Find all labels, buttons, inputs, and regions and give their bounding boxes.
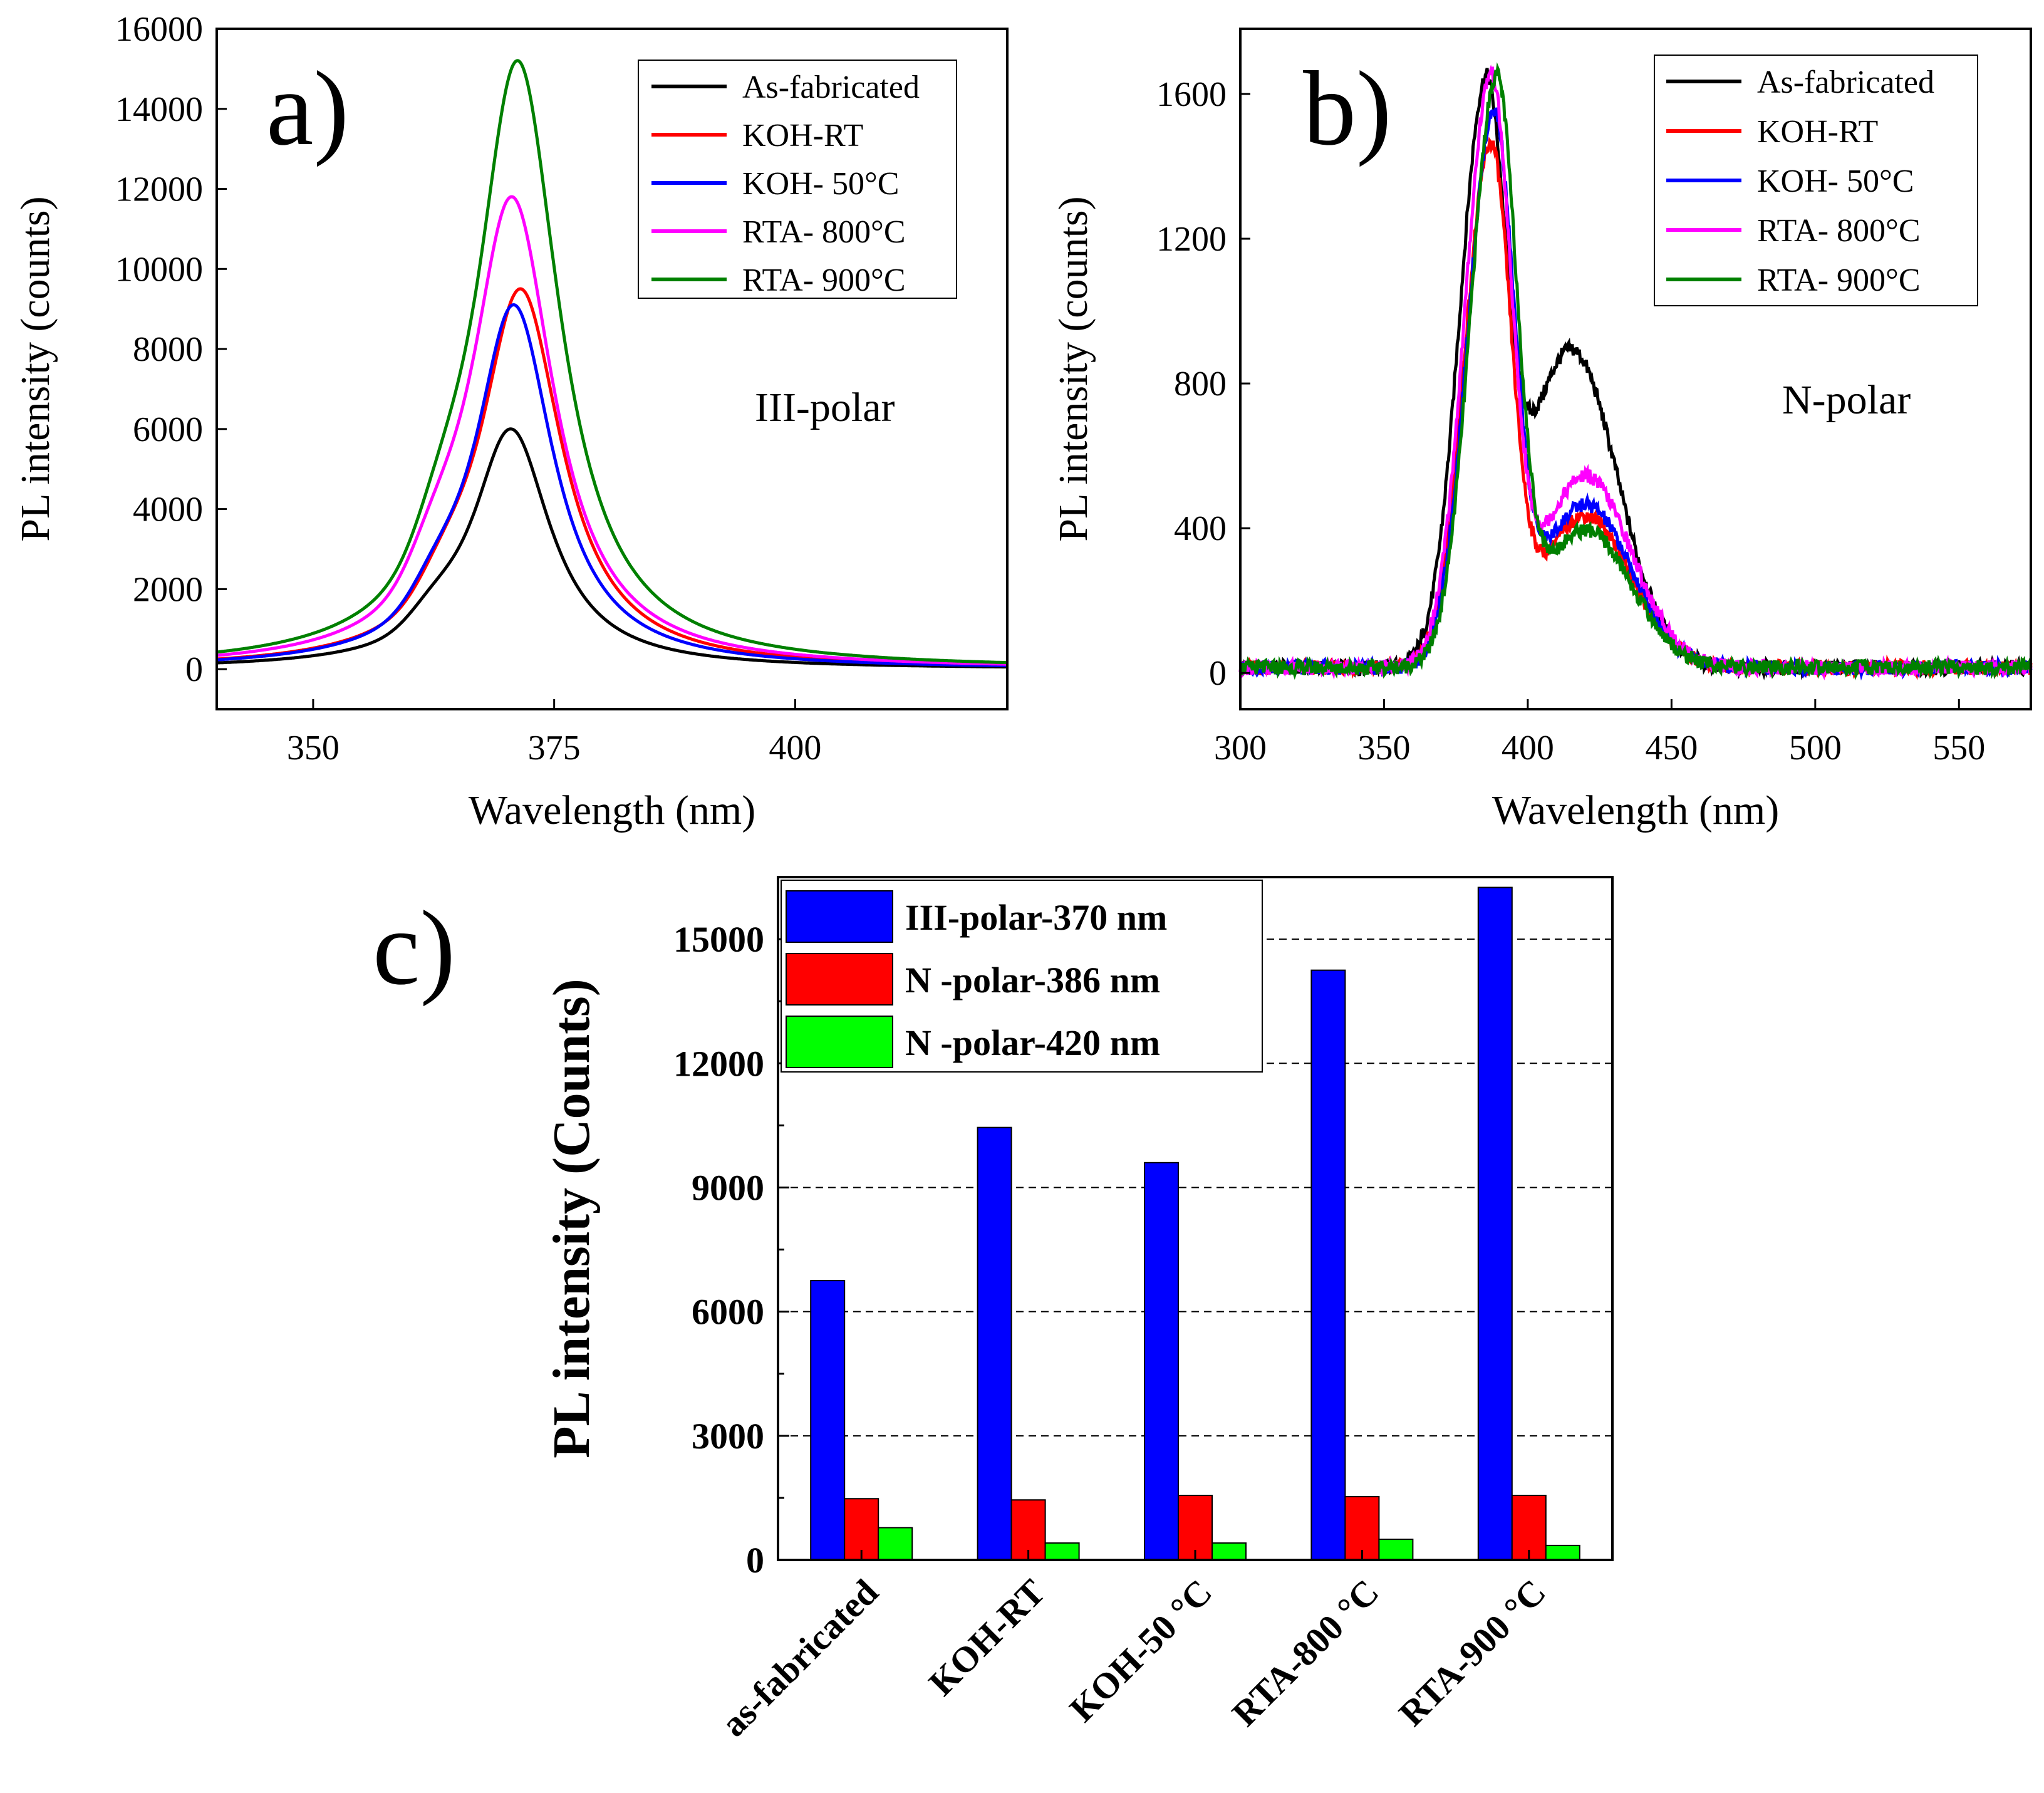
panel-a-frame [215, 28, 1009, 710]
panel-c-bar-4-1 [1511, 1494, 1547, 1561]
panel-b-legend-label: KOH-RT [1757, 114, 1878, 150]
panel-a-ylabel: PL intensity (counts) [13, 196, 58, 541]
panel-c-category-label: as-fabricated [713, 1571, 886, 1744]
panel-a-series-line-3 [216, 195, 1007, 666]
panel-b-ytick-label: 1200 [1156, 220, 1227, 259]
panel-a-xlabel: Wavelength (nm) [469, 787, 755, 833]
panel-c-legend-label: N -polar-386 nm [905, 960, 1160, 1000]
panel-c-bar-2-2 [1211, 1542, 1247, 1561]
panel-b-ylabel: PL intensity (counts) [1051, 196, 1096, 541]
panel-b-ytick-label: 1600 [1156, 75, 1227, 114]
panel-c-bar-1-0 [977, 1126, 1012, 1561]
panel-b-xtick-label: 500 [1789, 729, 1842, 767]
panel-a-ytick-label: 16000 [115, 10, 203, 49]
panel-c-category-label: RTA-800 °C [1224, 1571, 1387, 1734]
panel-a-legend-label: RTA- 900°C [742, 262, 906, 298]
panel-c-chart: 0 3000 6000 9000 12000 15000 c) PL intensity … [373, 876, 1614, 1744]
panel-a-ticks: 350 375 4000200040006000800010000120001400… [115, 10, 821, 767]
panel-b-legend-label: KOH- 50°C [1757, 164, 1914, 199]
panel-a-legend-label: KOH- 50°C [742, 166, 899, 202]
panel-c-bar-0-1 [844, 1498, 879, 1561]
panel-b-letter: b) [1303, 49, 1392, 167]
panel-b-ticks: 300 350 400 450 500 550 0 400 800 1200 1600 [1156, 75, 1985, 767]
panel-b-legend: As-fabricated KOH-RT KOH- 50°C RTA- 800°C RT… [1666, 65, 1934, 298]
panel-b-legend-label: RTA- 800°C [1757, 213, 1921, 249]
panel-b-ytick-label: 0 [1209, 654, 1227, 693]
panel-a-xtick-label: 375 [528, 729, 581, 767]
panel-c-bar-1-2 [1044, 1542, 1080, 1561]
panel-c-legend-label: N -polar-420 nm [905, 1022, 1160, 1063]
panel-b-xtick-label: 550 [1932, 729, 1985, 767]
panel-b-xtick-label: 400 [1502, 729, 1554, 767]
panel-c-ytick-label: 6000 [692, 1292, 764, 1333]
panel-a-ytick-label: 0 [185, 650, 203, 689]
panel-b-xtick-label: 450 [1645, 729, 1698, 767]
panel-c-bar-3-0 [1310, 969, 1346, 1561]
panel-a-series-line-4 [216, 59, 1008, 665]
panel-c-bar-3-2 [1378, 1538, 1414, 1561]
panel-c-bar-2-0 [1144, 1162, 1179, 1561]
panel-c-category-label: RTA-900 °C [1391, 1571, 1554, 1734]
panel-c-legend-swatch [786, 890, 893, 943]
panel-a-legend: As-fabricated KOH-RT KOH- 50°C RTA- 800°C RT… [651, 70, 920, 298]
panel-b-chart: 300 350 400 450 500 550 0 400 800 1200 1600 b) N-p… [1051, 28, 2033, 833]
panel-c-category-labels: as-fabricated KOH-RT KOH-50 °C RTA-800 °C RT… [713, 1571, 1554, 1744]
panel-a-ytick-label: 12000 [115, 170, 203, 209]
panel-c-bar-0-2 [878, 1527, 913, 1561]
panel-a-ytick-label: 4000 [133, 491, 203, 529]
panel-a-chart: 350 375 4000200040006000800010000120001400… [13, 10, 1009, 833]
panel-b-annotation: N-polar [1782, 377, 1911, 423]
panel-a-ytick-label: 14000 [115, 90, 203, 129]
panel-a-series-line-1 [216, 287, 1008, 667]
panel-a-xtick-label: 400 [769, 729, 821, 767]
panel-c-legend-swatch [786, 953, 893, 1006]
panel-c-category-label: KOH-50 °C [1062, 1571, 1220, 1730]
panel-a-annotation: III-polar [755, 385, 895, 430]
panel-a-ytick-label: 8000 [133, 330, 203, 369]
panel-b-ytick-label: 400 [1174, 509, 1227, 548]
panel-c-ticks: 0 3000 6000 9000 12000 15000 [673, 919, 1530, 1581]
panel-a-xtick-label: 350 [287, 729, 340, 767]
panel-c-ylabel: PL intensity (Counts) [542, 979, 601, 1458]
panel-c-legend-label: III-polar-370 nm [905, 897, 1167, 938]
panel-c-bar-4-0 [1477, 886, 1513, 1561]
panel-a-letter: a) [266, 49, 349, 167]
panel-a-series-line-2 [216, 303, 1007, 668]
panel-c-bar-2-1 [1178, 1494, 1213, 1561]
panel-c-legend: III-polar-370 nm N -polar-386 nm N -polar-… [786, 890, 1167, 1068]
panel-a-series-line-0 [216, 427, 1007, 668]
panel-a-plot-area [216, 59, 1008, 668]
panel-c-ytick-label: 3000 [692, 1416, 764, 1457]
panel-b-series-line-4 [1238, 62, 2033, 681]
panel-a-legend-label: As-fabricated [742, 70, 920, 105]
panel-b-xtick-label: 300 [1214, 729, 1267, 767]
panel-c-ytick-label: 0 [746, 1540, 764, 1581]
panel-a-ytick-label: 6000 [133, 410, 203, 449]
panel-a-ytick-label: 2000 [133, 570, 203, 609]
panel-c-category-label: KOH-RT [921, 1571, 1053, 1703]
panel-c-ytick-label: 9000 [692, 1167, 764, 1208]
panel-b-frame [1239, 28, 2032, 710]
panel-c-legend-swatch [786, 1016, 893, 1068]
panel-a-legend-label: RTA- 800°C [742, 214, 906, 250]
panel-c-bar-3-1 [1344, 1495, 1380, 1561]
panel-c-letter: c) [373, 889, 455, 1007]
panel-c-ytick-label: 15000 [673, 919, 764, 960]
panel-b-xlabel: Wavelength (nm) [1492, 787, 1779, 833]
panel-b-xtick-label: 350 [1357, 729, 1410, 767]
panel-b-ytick-label: 800 [1174, 365, 1227, 403]
panel-b-legend-label: As-fabricated [1757, 65, 1934, 100]
panel-b-legend-label: RTA- 900°C [1757, 262, 1921, 298]
panel-a-legend-box [638, 60, 957, 299]
panel-b-plot-area [1238, 62, 2033, 681]
panel-a-legend-label: KOH-RT [742, 118, 863, 153]
panel-c-bar-0-0 [810, 1280, 846, 1561]
panel-c-bar-4-2 [1545, 1544, 1580, 1561]
panel-a-ytick-label: 10000 [115, 250, 203, 289]
panel-c-ytick-label: 12000 [673, 1043, 764, 1084]
